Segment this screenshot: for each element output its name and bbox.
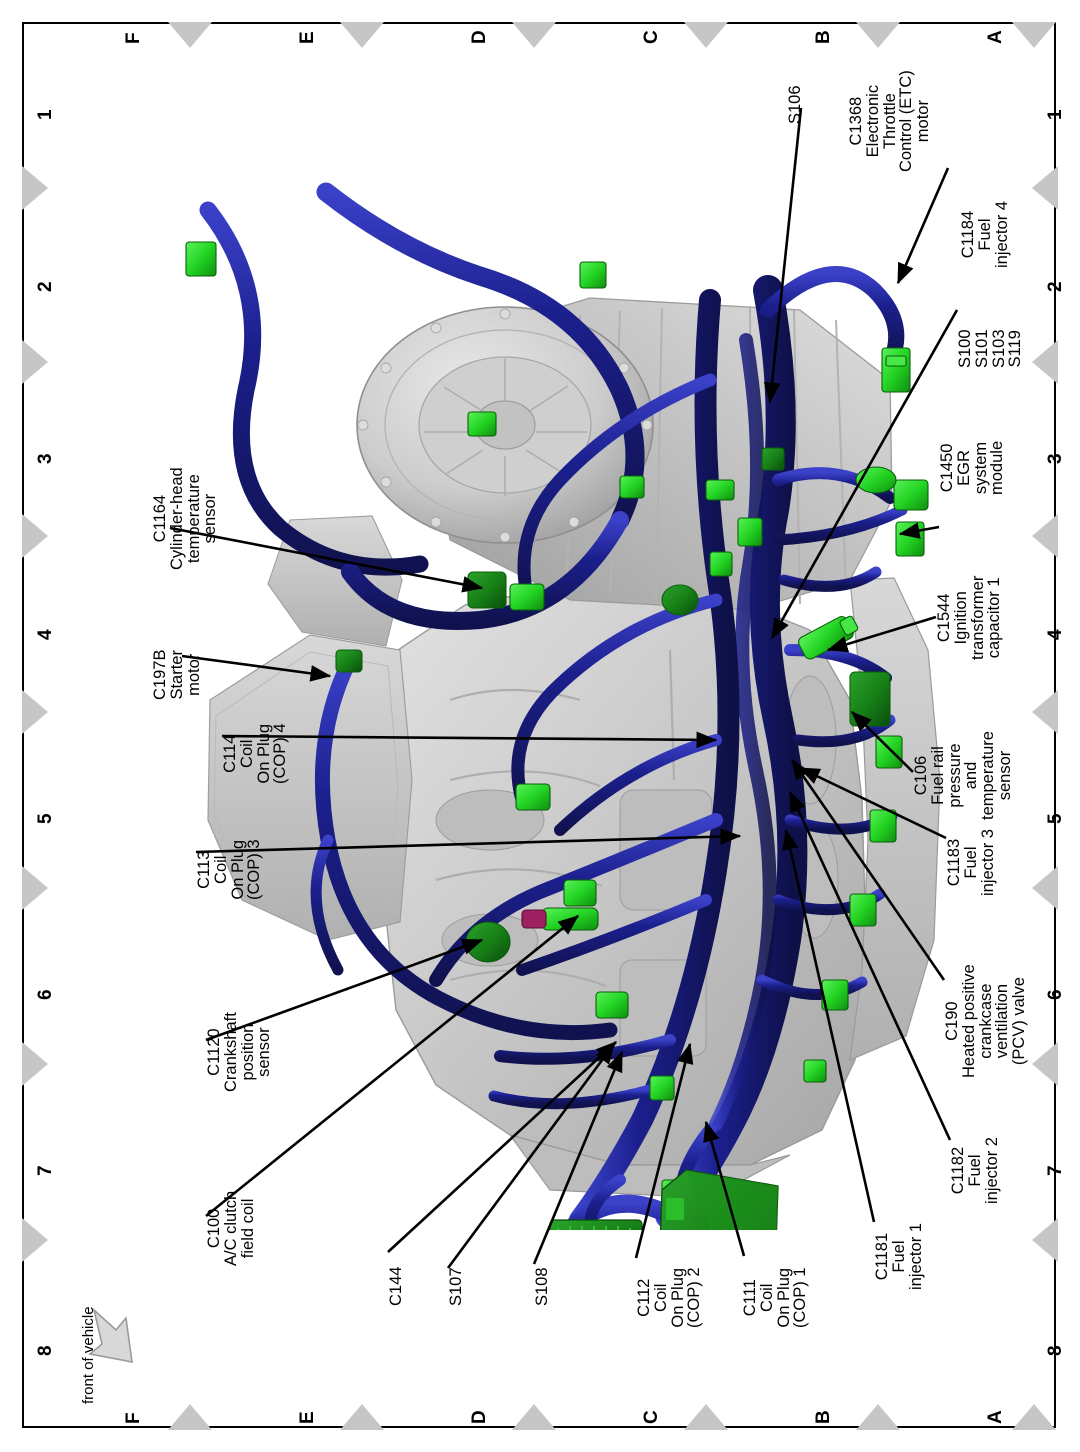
grid-tick-bottom-4 (684, 1404, 728, 1430)
grid-letter-bottom-a: A (985, 1410, 1006, 1424)
grid-letter-top-f: F (123, 32, 144, 44)
grid-tick-bottom-6 (1012, 1404, 1056, 1430)
callout-c111: C111 Coil On Plug (COP) 1 (741, 1267, 810, 1328)
connector-c1120 (465, 921, 511, 963)
callout-c1182: C1182 Fuel injector 2 (949, 1137, 1001, 1204)
grid-tick-left-5 (22, 866, 48, 910)
connector-c197b (335, 649, 363, 673)
grid-tick-right-6 (1032, 1042, 1058, 1086)
grid-tick-left-6 (22, 1042, 48, 1086)
callout-s107: S107 (447, 1267, 465, 1306)
grid-tick-top-3 (512, 22, 556, 48)
grid-tick-left-3 (22, 514, 48, 558)
connector-c112 (563, 879, 597, 907)
callout-s106: S106 (786, 85, 804, 124)
grid-number-right-7: 7 (1045, 1165, 1066, 1176)
grid-letter-top-b: B (813, 30, 834, 44)
grid-tick-right-1 (1032, 166, 1058, 210)
grid-number-right-3: 3 (1045, 453, 1066, 464)
connector-c111 (595, 991, 629, 1019)
connector-c106 (849, 671, 891, 727)
callout-c197b: C197B Starter motor (151, 649, 203, 700)
grid-tick-bottom-1 (168, 1404, 212, 1430)
grid-letter-bottom-f: F (123, 1412, 144, 1424)
grid-letter-top-c: C (641, 30, 662, 44)
grid-number-left-1: 1 (35, 109, 56, 120)
grid-tick-bottom-2 (340, 1404, 384, 1430)
grid-tick-right-7 (1032, 1218, 1058, 1262)
bell-housing (356, 306, 654, 544)
grid-number-left-7: 7 (35, 1165, 56, 1176)
grid-letter-top-a: A (985, 30, 1006, 44)
grid-letter-bottom-b: B (813, 1410, 834, 1424)
grid-number-left-6: 6 (35, 989, 56, 1000)
grid-letter-top-d: D (469, 30, 490, 44)
grid-tick-left-2 (22, 340, 48, 384)
grid-number-right-8: 8 (1045, 1345, 1066, 1356)
callout-c1183: C1183 Fuel injector 3 (945, 829, 997, 896)
callout-c100: C100 A/C clutch field coil (205, 1190, 257, 1266)
connector-c113 (515, 783, 551, 811)
connector-c1181 (821, 979, 849, 1011)
grid-tick-left-4 (22, 690, 48, 734)
callout-c1164: C1164 Cylinder-head temperature sensor (151, 467, 220, 570)
grid-tick-left-7 (22, 1218, 48, 1262)
callout-c1184: C1184 Fuel injector 4 (959, 201, 1011, 268)
grid-tick-top-4 (684, 22, 728, 48)
connector-c1182 (849, 893, 877, 927)
grid-tick-bottom-3 (512, 1404, 556, 1430)
connector-c1184 (895, 521, 925, 557)
grid-tick-top-5 (856, 22, 900, 48)
grid-number-left-3: 3 (35, 453, 56, 464)
callout-c1120: C1120 Crankshaft position sensor (205, 1012, 274, 1092)
grid-tick-top-1 (168, 22, 212, 48)
connector-c190 (869, 809, 897, 843)
callout-c112: C112 Coil On Plug (COP) 2 (635, 1267, 704, 1328)
grid-number-left-8: 8 (35, 1345, 56, 1356)
callout-c1544: C1544 Ignition transformer capacitor 1 (935, 575, 1004, 660)
callout-c114: C114 Coil On Plug (COP) 4 (221, 723, 290, 784)
connector-c1164 (467, 571, 507, 609)
grid-number-left-5: 5 (35, 813, 56, 824)
connector-c1183 (875, 735, 903, 769)
callout-c106: C106 Fuel rail pressure and temperature … (912, 731, 1015, 820)
grid-letter-bottom-c: C (641, 1410, 662, 1424)
grid-tick-top-2 (340, 22, 384, 48)
callout-c190: C190 Heated positive crankcase ventilati… (943, 964, 1029, 1078)
grid-tick-right-3 (1032, 514, 1058, 558)
front-of-vehicle-label: front of vehicle (80, 1306, 97, 1404)
connector-c1368 (881, 347, 911, 393)
front-of-vehicle-arrow-icon (88, 1307, 133, 1363)
grid-tick-right-2 (1032, 340, 1058, 384)
grid-number-right-1: 1 (1045, 109, 1066, 120)
grid-tick-right-5 (1032, 866, 1058, 910)
grid-number-left-2: 2 (35, 281, 56, 292)
callout-c1181: C1181 Fuel injector 1 (873, 1223, 925, 1290)
connector-c100 (521, 907, 599, 931)
grid-number-left-4: 4 (35, 629, 56, 640)
callout-c1450: C1450 EGR system module (938, 440, 1007, 495)
grid-letter-top-e: E (297, 31, 318, 44)
grid-number-right-5: 5 (1045, 813, 1066, 824)
connector-c1450 (893, 479, 929, 511)
connector-c114 (509, 583, 545, 611)
callout-c144: C144 (387, 1266, 405, 1306)
grid-tick-bottom-5 (856, 1404, 900, 1430)
grid-tick-left-1 (22, 166, 48, 210)
callout-c1368: C1368 Electronic Throttle Control (ETC) … (847, 70, 933, 172)
grid-number-right-4: 4 (1045, 629, 1066, 640)
grid-number-right-2: 2 (1045, 281, 1066, 292)
grid-letter-bottom-d: D (469, 1410, 490, 1424)
grid-number-right-6: 6 (1045, 989, 1066, 1000)
callout-c113: C113 Coil On Plug (COP) 3 (195, 839, 264, 900)
callout-s100-group: S100 S101 S103 S119 (956, 329, 1025, 368)
grid-tick-top-6 (1012, 22, 1056, 48)
grid-tick-right-4 (1032, 690, 1058, 734)
callout-s108: S108 (533, 1267, 551, 1306)
grid-letter-bottom-e: E (297, 1411, 318, 1424)
